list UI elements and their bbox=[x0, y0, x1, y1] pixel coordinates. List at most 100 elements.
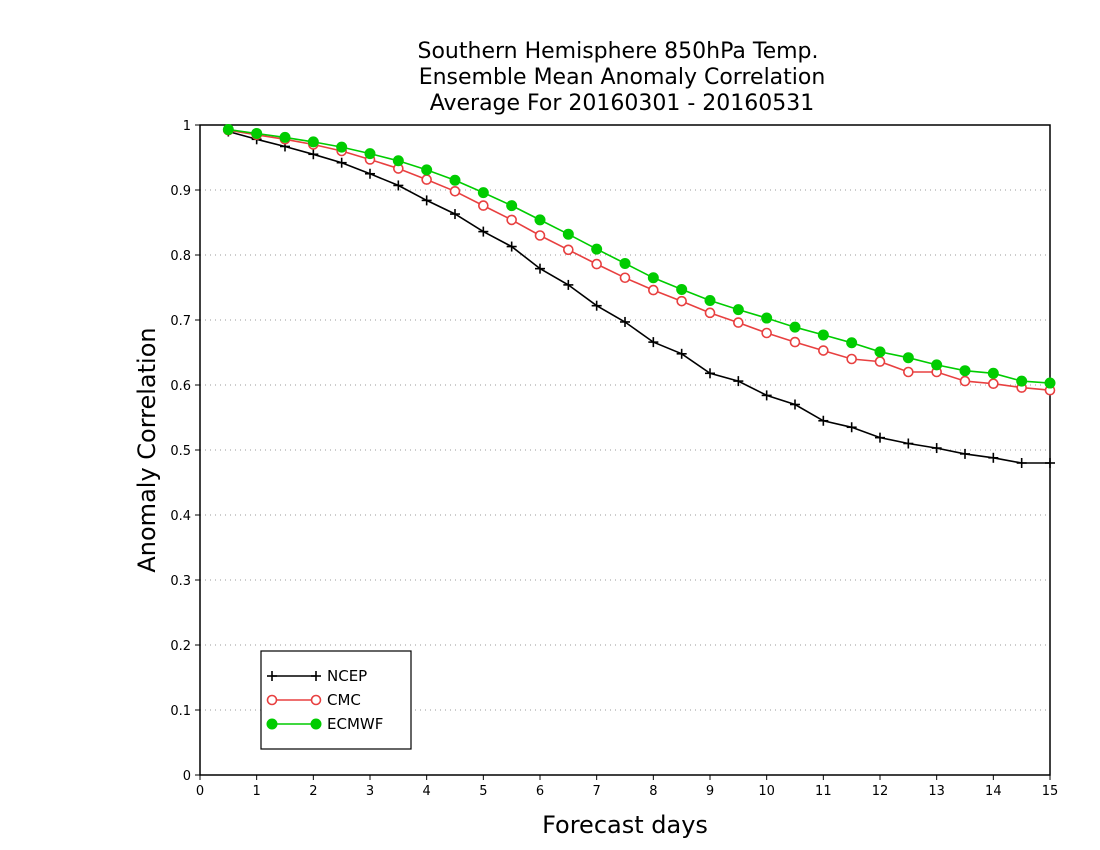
data-point-ecmwf bbox=[846, 337, 858, 349]
data-point-ecmwf bbox=[959, 365, 971, 377]
data-point-cmc bbox=[959, 375, 971, 387]
series-line-cmc bbox=[228, 129, 1051, 391]
legend-marker-ecmwf bbox=[266, 718, 278, 730]
data-point-ncep bbox=[903, 438, 914, 449]
data-point-cmc bbox=[534, 230, 546, 241]
legend-box bbox=[260, 650, 412, 750]
legend-item-ecmwf: ECMWF bbox=[266, 715, 383, 733]
data-point-ecmwf bbox=[506, 200, 518, 212]
y-axis-title: Anomaly Correlation bbox=[133, 327, 161, 572]
data-point-ncep bbox=[648, 337, 659, 348]
chart-title: Southern Hemisphere 850hPa Temp. Ensembl… bbox=[418, 39, 826, 116]
data-point-cmc bbox=[704, 307, 716, 319]
series-ecmwf bbox=[222, 124, 1056, 389]
data-point-ncep bbox=[1016, 458, 1027, 468]
data-point-ncep bbox=[393, 180, 404, 191]
x-tick-label: 6 bbox=[536, 784, 544, 799]
plot-series bbox=[222, 124, 1056, 468]
data-point-ecmwf bbox=[534, 214, 546, 226]
series-line-ncep bbox=[228, 130, 1050, 464]
series-line-ecmwf bbox=[228, 128, 1051, 384]
x-axis: 0 1 2 3 4 5 6 7 8 9 10 11 12 13 14 15 bbox=[196, 775, 1058, 799]
data-point-ecmwf bbox=[449, 174, 461, 186]
data-point-ecmwf bbox=[421, 164, 433, 176]
data-point-cmc bbox=[591, 258, 602, 270]
data-point-cmc bbox=[874, 356, 886, 367]
data-point-cmc bbox=[619, 272, 631, 284]
data-point-ecmwf bbox=[732, 304, 744, 316]
chart-title-line-1: Southern Hemisphere 850hPa Temp. bbox=[418, 39, 819, 64]
x-tick-label: 11 bbox=[815, 784, 832, 799]
data-point-ncep bbox=[790, 399, 800, 410]
legend-marker-ecmwf bbox=[310, 718, 322, 730]
data-point-ecmwf bbox=[1044, 377, 1056, 389]
data-point-ecmwf bbox=[307, 136, 319, 148]
data-point-ncep bbox=[620, 316, 630, 327]
data-point-ecmwf bbox=[789, 321, 801, 333]
data-point-cmc bbox=[421, 174, 432, 185]
data-point-ecmwf bbox=[1016, 375, 1028, 387]
data-point-ecmwf bbox=[591, 243, 603, 255]
data-point-cmc bbox=[449, 186, 461, 197]
data-point-ncep bbox=[478, 226, 489, 237]
y-tick-label: 0.9 bbox=[170, 184, 191, 199]
data-point-ncep bbox=[676, 348, 687, 359]
data-point-ecmwf bbox=[279, 131, 291, 143]
data-point-cmc bbox=[789, 336, 801, 348]
y-tick-label: 0.7 bbox=[170, 314, 191, 329]
data-point-ncep bbox=[336, 157, 347, 168]
data-point-cmc bbox=[733, 317, 744, 328]
data-point-ncep bbox=[875, 432, 885, 443]
data-point-ecmwf bbox=[477, 187, 489, 199]
data-point-cmc bbox=[478, 200, 489, 211]
data-point-ecmwf bbox=[874, 346, 886, 358]
data-point-cmc bbox=[563, 244, 574, 256]
legend-label-cmc: CMC bbox=[327, 691, 361, 709]
data-point-ecmwf bbox=[931, 359, 943, 371]
series-ncep bbox=[223, 126, 1055, 468]
x-tick-label: 9 bbox=[706, 784, 714, 799]
legend-marker-ncep bbox=[311, 671, 321, 681]
x-tick-label: 10 bbox=[758, 784, 775, 799]
data-point-cmc bbox=[988, 378, 999, 390]
y-tick-label: 0.3 bbox=[170, 574, 191, 589]
x-tick-label: 3 bbox=[366, 784, 374, 799]
data-point-ncep bbox=[591, 300, 602, 311]
chart-title-line-2: Ensemble Mean Anomaly Correlation bbox=[419, 65, 826, 90]
data-point-ecmwf bbox=[251, 127, 263, 139]
data-point-ecmwf bbox=[562, 228, 574, 240]
x-tick-label: 14 bbox=[985, 784, 1002, 799]
x-tick-label: 1 bbox=[253, 784, 261, 799]
y-tick-label: 0.1 bbox=[170, 704, 191, 719]
y-tick-label: 0.2 bbox=[170, 639, 191, 654]
data-point-ecmwf bbox=[817, 329, 829, 341]
legend-item-ncep: NCEP bbox=[267, 667, 367, 685]
x-tick-label: 8 bbox=[649, 784, 657, 799]
data-point-ecmwf bbox=[222, 124, 234, 136]
data-point-cmc bbox=[903, 366, 914, 378]
legend-label-ecmwf: ECMWF bbox=[327, 715, 383, 733]
legend-marker-cmc bbox=[310, 694, 322, 706]
data-point-ecmwf bbox=[364, 148, 376, 160]
data-point-ncep bbox=[535, 263, 545, 274]
x-tick-label: 4 bbox=[423, 784, 431, 799]
x-axis-title: Forecast days bbox=[542, 811, 708, 839]
legend: NCEP CMC ECMWF bbox=[260, 650, 412, 750]
x-tick-label: 5 bbox=[479, 784, 487, 799]
data-point-ecmwf bbox=[987, 367, 999, 379]
data-point-ncep bbox=[450, 209, 460, 220]
legend-marker-cmc bbox=[266, 694, 278, 706]
data-point-cmc bbox=[818, 345, 829, 356]
data-point-ecmwf bbox=[761, 312, 773, 324]
data-point-ncep bbox=[733, 376, 744, 387]
chart-title-line-3: Average For 20160301 - 20160531 bbox=[430, 91, 815, 116]
x-tick-label: 12 bbox=[872, 784, 889, 799]
data-point-cmc bbox=[846, 353, 857, 365]
legend-marker-ncep bbox=[267, 671, 277, 681]
data-point-ecmwf bbox=[647, 272, 659, 284]
legend-label-ncep: NCEP bbox=[327, 667, 367, 685]
x-tick-label: 2 bbox=[309, 784, 317, 799]
data-point-ecmwf bbox=[902, 352, 914, 364]
